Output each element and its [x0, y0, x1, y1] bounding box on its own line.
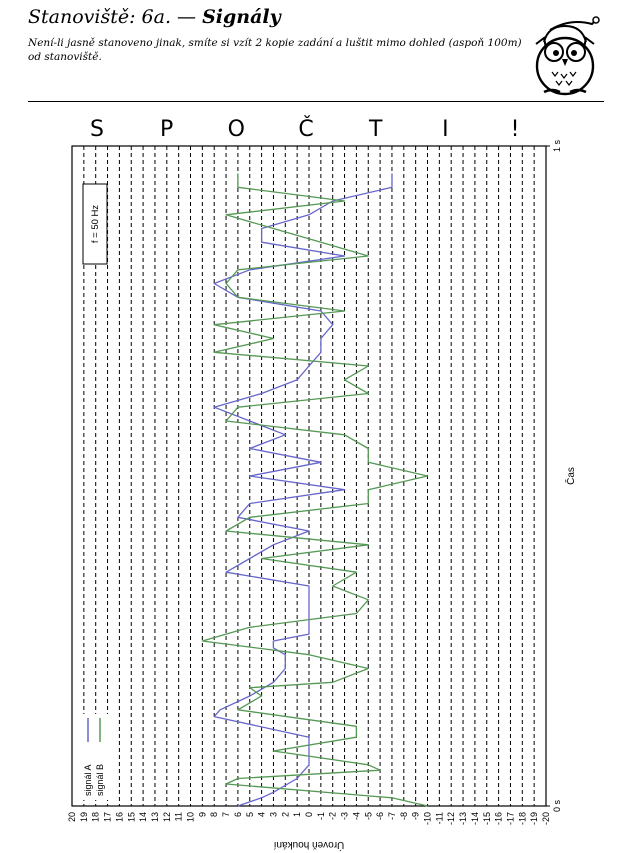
level-tick-label: -17 [505, 812, 515, 825]
level-tick-label: -2 [328, 812, 338, 820]
level-tick-label: 5 [245, 812, 255, 817]
level-tick-label: 4 [257, 812, 267, 817]
level-tick-label: -7 [387, 812, 397, 820]
legend-box [78, 714, 112, 800]
legend-label-2: signál B [95, 764, 105, 796]
time-tick-labels: 0 s 1 s [546, 140, 562, 813]
annotation-box [82, 183, 108, 265]
level-tick-label: 6 [233, 812, 243, 817]
level-tick-label: -13 [458, 812, 468, 825]
level-tick-label: 13 [150, 812, 160, 822]
legend-label-1: signál A [83, 764, 93, 796]
level-tick-label: -4 [351, 812, 361, 820]
level-tick-label: -3 [340, 812, 350, 820]
series-line-1 [213, 173, 393, 807]
letter-4: Č [298, 116, 313, 142]
level-tick-label: 3 [268, 812, 278, 817]
letter-2: P [160, 117, 173, 142]
title-prefix: Stanoviště: 6a. — [28, 6, 197, 28]
level-tick-label: -5 [363, 812, 373, 820]
instructions-note: Není-li jasně stanoveno jinak, smíte si … [28, 37, 522, 63]
level-tick-label: -11 [434, 812, 444, 824]
level-tick-label: 16 [114, 812, 124, 822]
letter-6: I [442, 117, 449, 142]
level-tick-label: 19 [79, 812, 89, 822]
level-tick-label: 2 [280, 812, 290, 817]
chart-grid [71, 146, 547, 806]
level-tick-label: 1 [292, 812, 302, 817]
level-tick-label: 12 [162, 812, 172, 822]
frequency-annotation: f = 50 Hz [82, 183, 108, 265]
time-tick-label: 0 s [552, 800, 562, 813]
level-tick-label: 17 [103, 812, 113, 822]
page-title: Stanoviště: 6a. — Signály [28, 6, 281, 28]
level-tick-label: -14 [470, 812, 480, 825]
level-tick-label: 11 [174, 812, 184, 821]
level-tick-label: -16 [494, 812, 504, 825]
level-tick-label: -8 [399, 812, 409, 820]
annotation-text: f = 50 Hz [90, 205, 101, 244]
letter-row: S P O Č T I! [90, 116, 519, 142]
level-tick-labels: 20 19 18 17 16 15 14 13 12 11 10 9 8 7 6 5 4 3 2 1 0 -1 -2 -3 -4… [67, 812, 551, 825]
level-tick-label: -10 [423, 812, 433, 825]
letter-7: ! [511, 117, 520, 142]
level-tick-label: 10 [186, 812, 196, 822]
level-tick-label: 8 [209, 812, 219, 817]
level-tick-label: -20 [541, 812, 551, 825]
level-tick-label: -12 [446, 812, 456, 825]
level-tick-label: 0 [304, 812, 314, 817]
letter-3: O [228, 117, 245, 142]
level-tick-label: 7 [221, 812, 231, 817]
level-axis-label: Úroveň houkání [273, 839, 344, 852]
owl-mascot [530, 14, 600, 102]
level-tick-label: 20 [67, 812, 77, 822]
letter-1: S [90, 117, 104, 142]
level-tick-label: 14 [138, 812, 148, 822]
level-tick-label: -6 [375, 812, 385, 820]
title-name: Signály [202, 6, 281, 28]
series-group [201, 173, 429, 807]
level-tick-label: 15 [126, 812, 136, 822]
letter-5: T [368, 117, 383, 142]
level-tick-label: 9 [197, 812, 207, 817]
header-divider [28, 101, 604, 102]
time-axis-label: Čas [564, 467, 577, 485]
level-tick-label: -9 [411, 812, 421, 820]
plot-frame [71, 145, 547, 807]
level-tick-label: 18 [91, 812, 101, 822]
level-tick-label: -19 [529, 812, 539, 825]
level-tick-label: -15 [482, 812, 492, 825]
time-tick-label: 1 s [552, 140, 562, 153]
series-line-2 [201, 173, 429, 807]
level-tick-label: -18 [517, 812, 527, 825]
level-tick-label: -1 [316, 812, 326, 820]
